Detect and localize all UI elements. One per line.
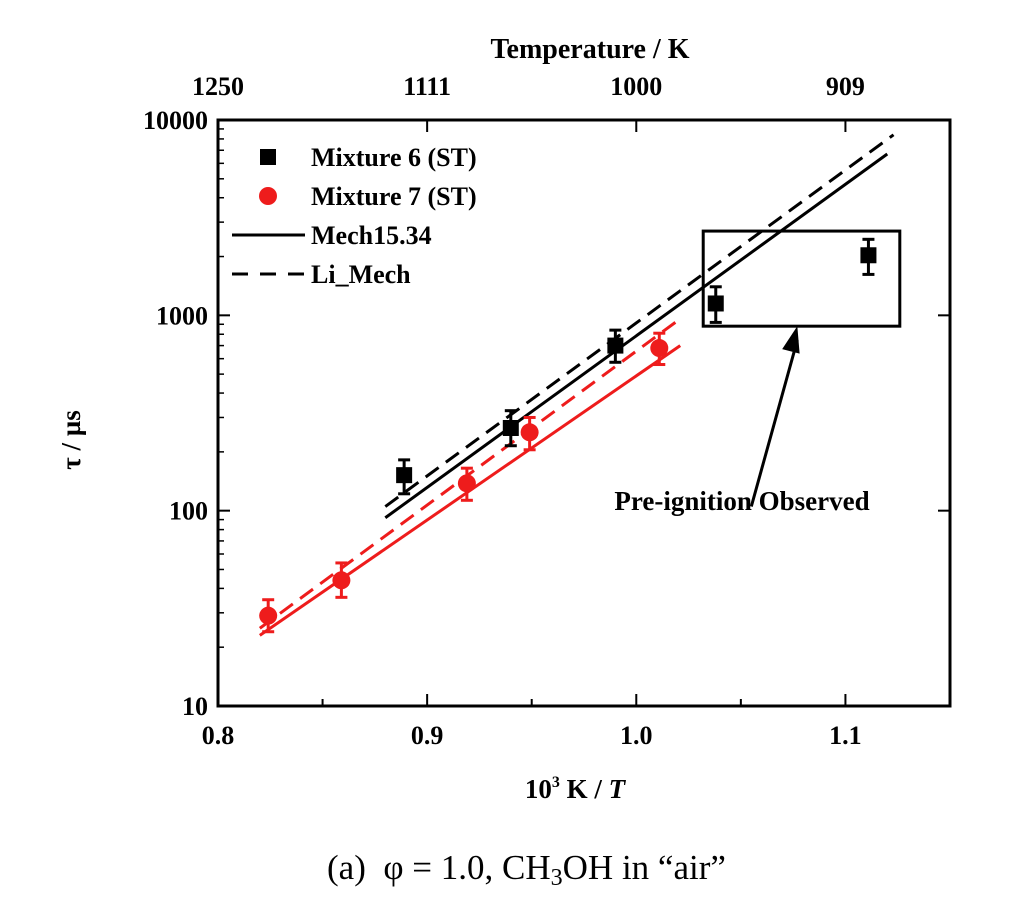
top-tick-label: 909 xyxy=(826,72,865,101)
legend-label: Mixture 7 (ST) xyxy=(311,182,477,211)
y-tick-label: 100 xyxy=(169,497,208,526)
legend-marker-square xyxy=(260,149,276,165)
data-point-square xyxy=(502,419,519,436)
data-point-circle xyxy=(520,423,539,442)
dashed-model-line xyxy=(258,317,682,630)
x-tick-label: 0.9 xyxy=(411,721,444,750)
top-tick-label: 1111 xyxy=(403,72,451,101)
top-tick-label: 1250 xyxy=(192,72,244,101)
legend-marker-circle xyxy=(259,187,277,205)
y-tick-label: 1000 xyxy=(156,301,208,330)
data-point-square xyxy=(707,295,724,312)
top-tick-label: 1000 xyxy=(610,72,662,101)
data-point-circle xyxy=(457,474,476,493)
data-point-square xyxy=(860,247,877,264)
top-axis-label: Temperature / K xyxy=(490,34,689,65)
annotation-arrow-shaft xyxy=(749,339,799,507)
data-point-square xyxy=(607,337,624,354)
pre-ignition-annotation xyxy=(701,229,902,507)
plot-frame xyxy=(216,118,952,708)
annotation-arrow-head xyxy=(782,326,800,354)
x-axis-label-mid: K / xyxy=(560,774,609,804)
pre-ignition-box xyxy=(701,229,902,328)
data-point-circle xyxy=(332,571,351,590)
caption-suffix: OH in “air” xyxy=(563,848,726,887)
x-axis-label-base: 10 xyxy=(525,774,552,804)
y-tick-label: 10000 xyxy=(143,106,208,135)
axes: 0.8 0.9 1.0 1.1 10 100 1000 10000 1250 1111 1000 90… xyxy=(143,72,950,750)
data-point-circle xyxy=(259,606,278,625)
annotation-label: Pre-ignition Observed xyxy=(614,486,869,516)
figure-caption: (a) φ = 1.0, CH3OH in “air” xyxy=(327,848,726,891)
y-tick-label: 10 xyxy=(182,692,208,721)
legend: Mixture 6 (ST) Mixture 7 (ST) Mech15.34 Li_… xyxy=(232,143,477,289)
data-point-circle xyxy=(650,339,669,358)
legend-label: Mixture 6 (ST) xyxy=(311,143,477,172)
x-tick-label: 1.0 xyxy=(620,721,653,750)
x-axis-label-sup: 3 xyxy=(552,774,560,791)
x-tick-label: 0.8 xyxy=(202,721,235,750)
dashed-model-line xyxy=(384,133,895,508)
x-tick-label: 1.1 xyxy=(829,721,862,750)
y-axis-label: τ / µs xyxy=(56,410,86,470)
caption-subscript: 3 xyxy=(551,865,563,891)
x-axis-label-italic: T xyxy=(609,774,627,804)
x-axis-label: 103 K / T xyxy=(525,774,627,804)
data-point-square xyxy=(396,467,413,484)
solid-model-line xyxy=(384,152,889,519)
legend-label: Mech15.34 xyxy=(311,221,432,250)
experimental-points xyxy=(259,237,877,634)
legend-label: Li_Mech xyxy=(311,260,411,289)
caption-prefix: (a) φ = 1.0, CH xyxy=(327,848,551,887)
